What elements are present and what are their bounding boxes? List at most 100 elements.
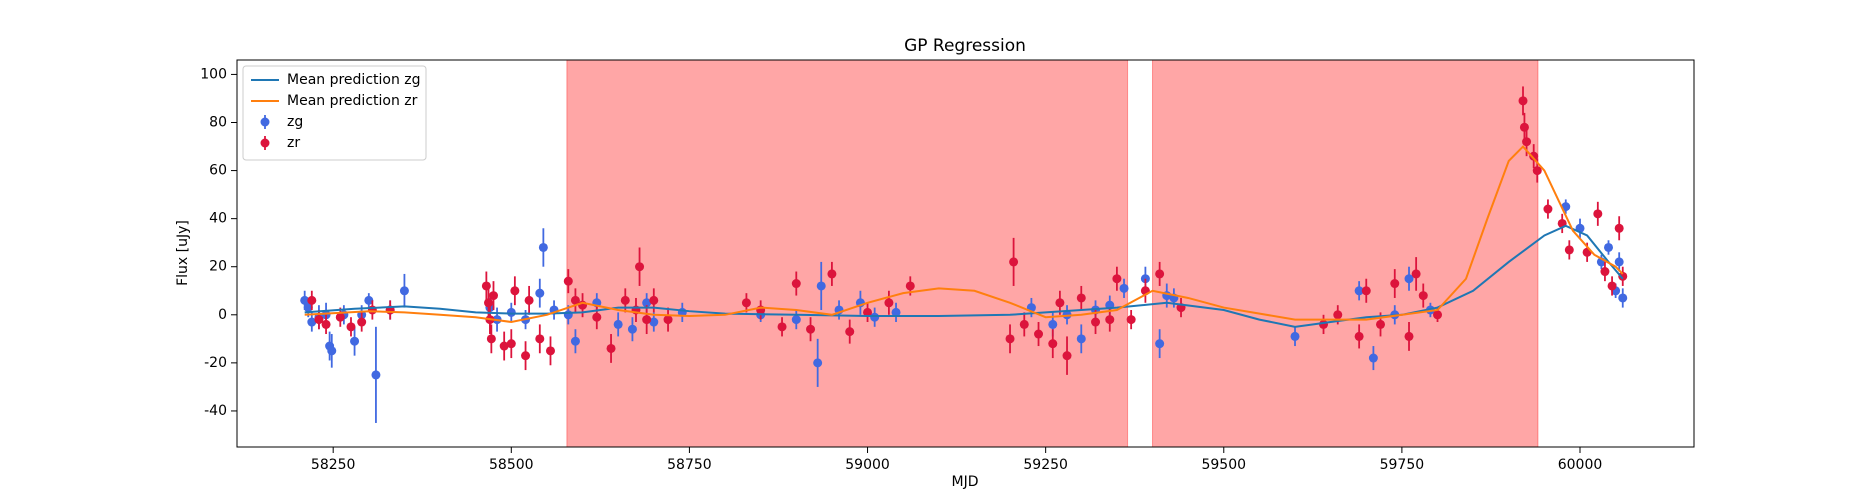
data-point [506,339,516,349]
data-point [303,303,313,313]
legend-label: Mean prediction zr [287,93,418,109]
data-point [364,295,374,305]
x-tick-label: 58500 [489,457,534,473]
x-tick-label: 58250 [311,457,356,473]
data-point [613,319,623,329]
data-point [741,298,751,308]
data-point [1155,339,1165,349]
data-point [499,341,509,351]
data-point [570,336,580,346]
data-point [545,346,555,356]
data-point [346,322,356,332]
data-point [1319,319,1329,329]
x-tick-label: 59500 [1201,457,1246,473]
x-tick-label: 58750 [667,457,712,473]
data-point [1009,257,1019,267]
x-tick-label: 59750 [1380,457,1425,473]
data-point [570,295,580,305]
data-point [620,295,630,305]
data-point [1354,286,1364,296]
data-point [791,279,801,289]
data-point [1518,96,1528,106]
data-point [1593,209,1603,219]
data-point [524,295,534,305]
mean-line [304,224,1624,328]
legend-label: zr [287,135,300,151]
y-tick-label: 20 [209,259,227,275]
data-point [327,346,337,356]
legend-label: zg [287,114,303,130]
y-tick-label: -20 [204,355,227,371]
data-point [891,307,901,317]
data-point [863,307,873,317]
x-axis-label: MJD [952,474,979,490]
data-point [777,322,787,332]
data-point [1618,271,1628,281]
data-point [1076,293,1086,303]
data-point [1433,310,1443,320]
data-point [314,315,324,325]
data-point [563,310,573,320]
data-point [1055,298,1065,308]
data-point [1105,315,1115,325]
data-point [538,242,548,252]
data-point [905,281,915,291]
shaded-region [566,59,1129,448]
legend-marker [260,138,270,148]
shaded-region [1152,59,1539,448]
data-point [827,269,837,279]
legend-marker [260,117,270,127]
data-point [642,298,652,308]
data-point [484,298,494,308]
data-point [481,281,491,291]
data-point [307,317,317,327]
data-point [870,312,880,322]
data-point [1034,329,1044,339]
data-point [1368,353,1378,363]
data-point [1618,293,1628,303]
data-point [1614,257,1624,267]
data-point [1076,334,1086,344]
data-point [635,262,645,272]
data-point [845,327,855,337]
data-point [1155,269,1165,279]
legend-label: Mean prediction zg [287,72,421,88]
y-tick-label: -40 [204,403,227,419]
data-point [506,307,516,317]
x-tick-label: 59000 [845,457,890,473]
data-point [1607,281,1617,291]
data-point [1126,315,1136,325]
data-point [1019,319,1029,329]
y-tick-label: 60 [209,163,227,179]
data-point [627,324,637,334]
data-point [1048,319,1058,329]
data-point [813,358,823,368]
data-point [307,295,317,305]
data-point [1418,291,1428,301]
x-tick-label: 60000 [1558,457,1603,473]
data-point [642,315,652,325]
data-point [649,295,659,305]
data-point [1411,269,1421,279]
data-point [1564,245,1574,255]
data-point [663,315,673,325]
y-tick-label: 100 [200,66,227,82]
data-point [1062,351,1072,361]
data-point [592,312,602,322]
mean-line [304,145,1624,324]
data-point [1529,151,1539,161]
y-tick-label: 80 [209,114,227,130]
data-point [563,276,573,286]
data-point [399,286,409,296]
y-axis-label: Flux [uJy] [175,220,191,286]
data-point [649,317,659,327]
data-point [816,281,826,291]
data-point [1614,223,1624,233]
data-point [1604,242,1614,252]
data-point [321,319,331,329]
data-point [1361,286,1371,296]
data-point [1112,274,1122,284]
data-point [1600,267,1610,277]
data-point [1290,331,1300,341]
